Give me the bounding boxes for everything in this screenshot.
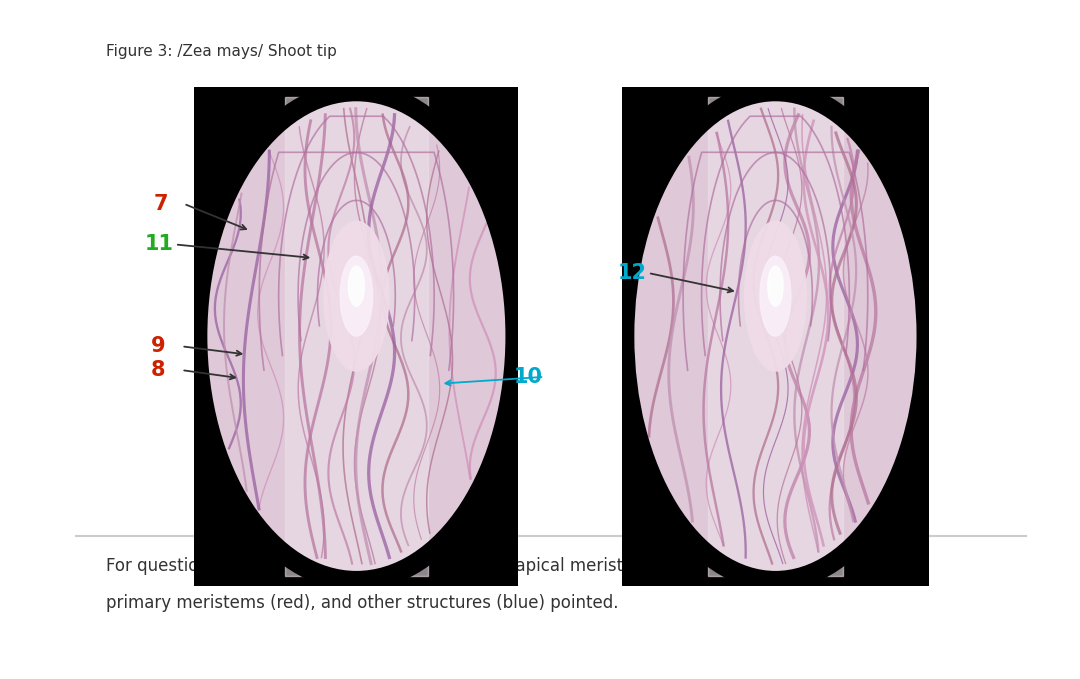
Text: 10: 10 (514, 367, 543, 387)
Text: 7: 7 (153, 194, 167, 214)
Text: 11: 11 (145, 234, 174, 255)
Text: 9: 9 (151, 336, 166, 356)
Text: For questions 7-12, refer to Figure 3. Identify the apical meristems (green),: For questions 7-12, refer to Figure 3. I… (106, 557, 730, 575)
Text: Figure 3: /Zea mays/ Shoot tip: Figure 3: /Zea mays/ Shoot tip (106, 44, 337, 59)
Text: primary meristems (red), and other structures (blue) pointed.: primary meristems (red), and other struc… (106, 594, 619, 612)
Text: 12: 12 (618, 263, 647, 283)
Text: 8: 8 (151, 360, 165, 380)
